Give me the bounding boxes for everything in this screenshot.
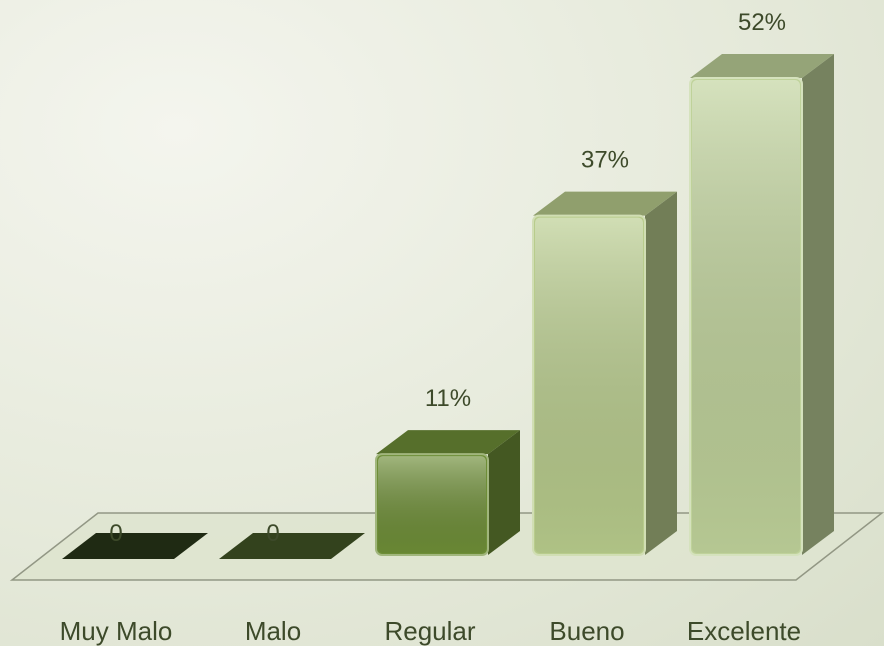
data-label: 11% <box>425 385 471 412</box>
category-label: Bueno <box>549 616 624 646</box>
data-label: 0 <box>266 520 279 547</box>
bar-regular <box>375 430 520 557</box>
bar-flat <box>219 533 365 559</box>
bar-highlight <box>692 80 800 553</box>
bar-top <box>690 54 834 78</box>
data-label: 37% <box>581 147 629 174</box>
bar-side <box>488 430 520 555</box>
bar-malo <box>219 533 365 559</box>
bar-muy-malo <box>62 533 208 559</box>
bar-excelente <box>689 54 834 556</box>
data-label: 0 <box>109 520 122 547</box>
category-label: Malo <box>245 616 301 646</box>
data-label: 52% <box>738 9 786 36</box>
bar-flat <box>62 533 208 559</box>
bar-top <box>533 191 677 216</box>
bar-top <box>376 430 520 455</box>
category-label: Muy Malo <box>60 616 173 646</box>
category-label: Excelente <box>687 616 801 646</box>
bar-side <box>802 54 834 555</box>
bar-side <box>645 191 677 555</box>
bar-highlight <box>535 217 643 553</box>
bar-bueno <box>532 191 677 556</box>
bar-highlight <box>378 456 486 553</box>
category-label: Regular <box>384 616 475 646</box>
